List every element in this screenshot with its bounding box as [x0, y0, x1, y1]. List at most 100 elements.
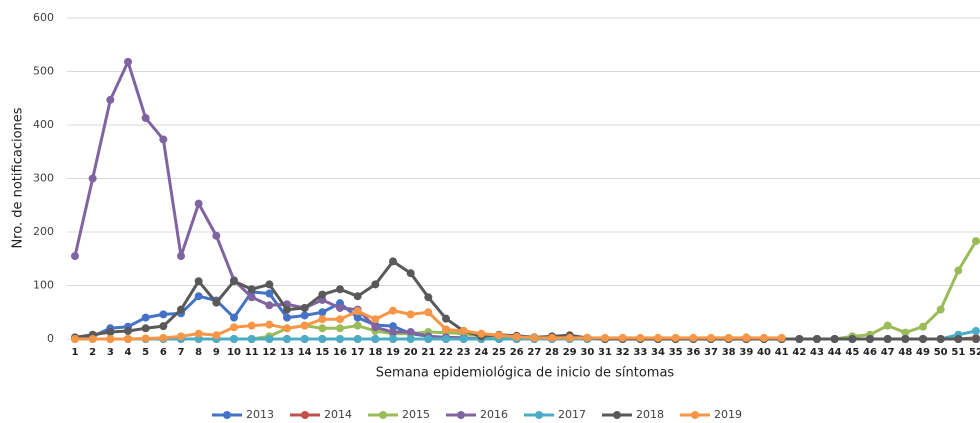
legend-marker	[379, 411, 387, 419]
data-point	[71, 252, 79, 261]
data-point	[919, 322, 927, 331]
data-point	[230, 323, 238, 332]
data-point	[283, 305, 291, 314]
legend-label: 2017	[558, 408, 586, 421]
data-point	[353, 307, 362, 316]
x-tick-label: 30	[580, 347, 594, 358]
data-point	[106, 335, 115, 343]
x-tick-label: 49	[916, 347, 930, 358]
data-point	[442, 335, 450, 343]
data-point	[71, 335, 79, 343]
x-tick-label: 39	[739, 347, 753, 358]
data-point	[830, 335, 839, 343]
x-tick-label: 17	[351, 347, 365, 358]
x-tick-label: 11	[245, 347, 259, 358]
data-point	[212, 231, 221, 240]
data-point	[389, 257, 397, 266]
x-tick-label: 2	[89, 347, 96, 358]
data-point	[159, 310, 168, 319]
data-point	[318, 308, 327, 317]
data-point	[212, 331, 221, 340]
data-point	[300, 303, 309, 312]
x-tick-label: 9	[213, 347, 220, 358]
data-point	[724, 333, 733, 342]
data-point	[406, 269, 415, 278]
data-point	[936, 305, 945, 314]
data-point	[177, 332, 185, 341]
data-point	[336, 335, 344, 343]
data-point	[972, 237, 980, 246]
x-tick-label: 21	[421, 347, 435, 358]
data-point	[406, 335, 415, 343]
data-point	[654, 333, 662, 342]
data-point	[265, 335, 274, 343]
data-point	[901, 328, 910, 337]
x-tick-label: 32	[616, 347, 630, 358]
data-point	[371, 315, 380, 324]
data-point	[194, 329, 203, 338]
data-point	[247, 285, 256, 294]
x-tick-label: 24	[474, 347, 488, 358]
x-tick-label: 42	[792, 347, 806, 358]
x-tick-label: 34	[651, 347, 665, 358]
x-tick-label: 4	[125, 347, 132, 358]
legend-marker	[301, 411, 309, 419]
data-point	[124, 335, 132, 343]
y-tick-label: 600	[33, 11, 54, 24]
y-tick-label: 300	[33, 172, 54, 185]
x-tick-label: 47	[881, 347, 895, 358]
data-point	[300, 321, 309, 330]
x-tick-label: 41	[775, 347, 789, 358]
x-tick-label: 5	[142, 347, 149, 358]
data-point	[548, 333, 556, 342]
data-point	[389, 328, 397, 337]
legend-marker	[691, 411, 699, 419]
x-tick-label: 1	[72, 347, 79, 358]
data-point	[336, 303, 344, 312]
data-point	[230, 313, 238, 322]
x-tick-label: 16	[333, 347, 347, 358]
data-point	[194, 292, 203, 301]
y-tick-label: 500	[33, 65, 54, 78]
x-tick-label: 46	[863, 347, 877, 358]
data-point	[318, 315, 327, 324]
data-point	[389, 335, 397, 343]
data-point	[424, 335, 433, 343]
data-point	[124, 326, 132, 335]
data-point	[883, 335, 892, 343]
data-point	[300, 335, 309, 343]
data-point	[901, 335, 910, 343]
y-tick-label: 0	[47, 332, 54, 345]
y-tick-label: 400	[33, 118, 54, 131]
x-tick-label: 22	[439, 347, 453, 358]
data-point	[459, 326, 468, 335]
x-tick-label: 18	[368, 347, 382, 358]
legend-marker	[223, 411, 231, 419]
data-point	[565, 333, 574, 342]
data-point	[141, 334, 150, 343]
x-tick-label: 40	[757, 347, 771, 358]
data-point	[247, 321, 256, 330]
data-point	[936, 335, 945, 343]
data-point	[459, 335, 468, 343]
data-point	[353, 321, 362, 330]
data-point	[318, 324, 327, 333]
data-point	[583, 333, 592, 342]
data-point	[406, 310, 415, 319]
x-tick-label: 26	[510, 347, 524, 358]
data-point	[813, 335, 821, 343]
legend-label: 2014	[324, 408, 352, 421]
x-tick-label: 35	[669, 347, 683, 358]
data-point	[159, 322, 168, 331]
data-point	[353, 292, 362, 301]
data-point	[848, 335, 857, 343]
x-tick-label: 20	[404, 347, 418, 358]
data-point	[265, 280, 274, 289]
data-point	[495, 331, 503, 340]
x-tick-label: 52	[969, 347, 980, 358]
data-point	[795, 335, 804, 343]
data-point	[265, 289, 274, 298]
y-tick-label: 100	[33, 279, 54, 292]
data-point	[689, 333, 698, 342]
data-point	[777, 333, 786, 342]
